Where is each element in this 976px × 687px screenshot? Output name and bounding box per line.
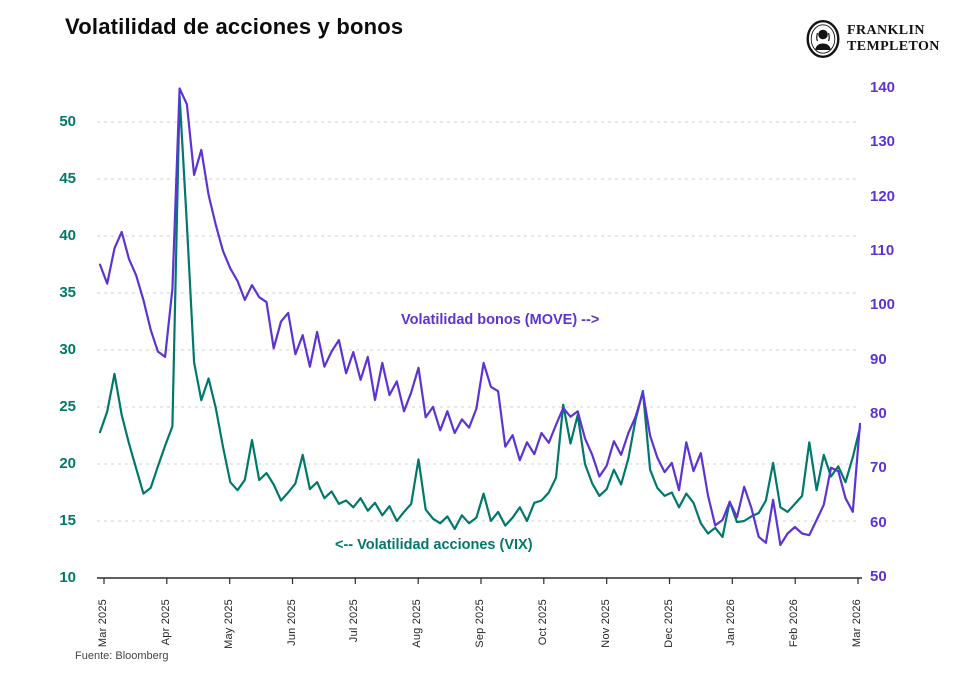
x-axis-label: May 2025 [222,599,235,649]
right-axis-tick-label: 140 [870,79,896,96]
logo-line2: TEMPLETON [847,39,940,54]
logo-line1: FRANKLIN [847,22,925,38]
right-axis-tick-label: 120 [870,187,896,205]
right-axis-tick-label: 80 [870,405,887,422]
left-axis-tick-label: 25 [59,398,76,415]
left-axis-tick-label: 40 [59,227,76,244]
x-axis-label: Mar 2026 [851,599,863,648]
right-axis-tick-label: 110 [870,242,895,259]
left-axis-tick-label: 45 [59,170,76,187]
right-axis-tick-label: 130 [870,133,896,151]
vix-series-label: <-- Volatilidad acciones (VIX) [335,537,533,553]
right-axis-tick-label: 100 [870,296,896,314]
left-axis-tick-label: 10 [59,569,76,586]
franklin-templeton-logo: FRANKLIN TEMPLETON [806,20,940,58]
x-axis-label: Mar 2025 [97,599,109,648]
left-axis-tick-label: 20 [59,455,76,472]
right-axis-tick-label: 60 [870,513,887,531]
left-axis-tick-label: 50 [59,113,76,130]
move-series-label: Volatilidad bonos (MOVE) --> [401,312,600,328]
x-axis-label: Nov 2025 [599,599,612,648]
left-axis-tick-label: 30 [59,341,76,358]
x-axis-label: Oct 2025 [536,599,549,646]
x-axis-label: Jun 2025 [285,599,298,646]
move-series-line [98,87,862,547]
x-axis-label: Sep 2025 [474,599,486,648]
x-axis-label: Jul 2025 [348,599,361,643]
page-title: Volatilidad de acciones y bonos [65,14,404,39]
right-axis-tick-label: 50 [870,568,887,585]
right-axis-tick-label: 90 [870,350,887,368]
x-axis-label: Apr 2025 [159,599,172,646]
franklin-portrait-icon [806,20,840,58]
source-note: Fuente: Bloomberg [75,650,169,662]
x-axis-label: Feb 2026 [788,599,801,648]
right-axis-tick-label: 70 [870,459,887,477]
logo-wordmark: FRANKLIN TEMPLETON [847,23,940,55]
x-axis-label: Aug 2025 [411,599,424,648]
left-axis-tick-label: 35 [59,284,76,301]
left-axis-tick-label: 15 [59,512,76,529]
x-axis-label: Dec 2025 [662,599,675,648]
x-axis-label: Jan 2026 [725,599,738,646]
